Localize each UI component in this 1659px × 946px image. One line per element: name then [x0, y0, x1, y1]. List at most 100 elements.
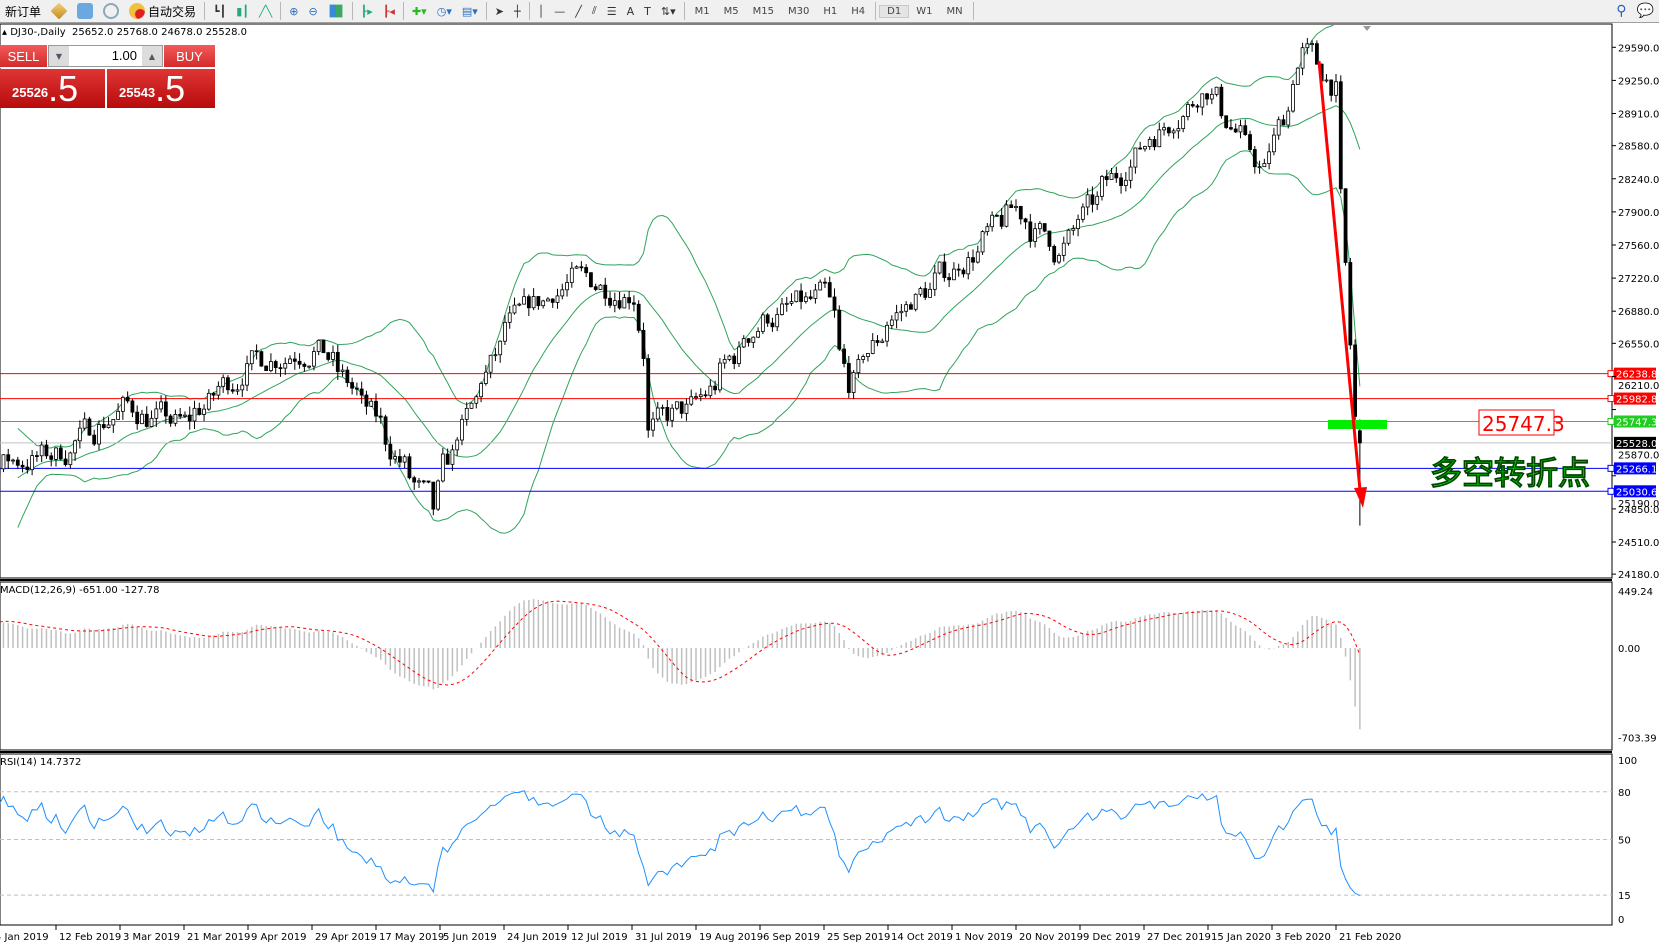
- candle: [211, 392, 216, 396]
- candle: [455, 439, 460, 451]
- candle: [1219, 86, 1224, 117]
- auto-trading-label: 自动交易: [148, 4, 197, 19]
- candle: [39, 444, 44, 457]
- buy-button[interactable]: BUY: [164, 45, 215, 68]
- text-icon[interactable]: A: [626, 4, 635, 18]
- candle: [269, 361, 273, 372]
- templates-icon[interactable]: ▤▾: [461, 4, 478, 18]
- candle: [765, 314, 770, 324]
- chart-area[interactable]: 26238.8 25982.8 25747.3 25528.0 25266.1 25030…: [0, 23, 1659, 946]
- candle: [952, 268, 956, 281]
- timeframe-mn[interactable]: MN: [946, 5, 963, 17]
- candle: [445, 453, 450, 465]
- candle: [87, 418, 92, 436]
- lot-increase-button[interactable]: ▲: [142, 46, 162, 66]
- level-handle: [1607, 418, 1615, 426]
- candle: [665, 406, 670, 421]
- candle: [627, 297, 632, 304]
- candle: [1042, 223, 1047, 232]
- timeframe-d1[interactable]: D1: [879, 4, 910, 18]
- horizontal-line-icon[interactable]: —: [554, 4, 566, 18]
- candle: [374, 400, 378, 417]
- candle: [15, 459, 20, 466]
- periods-icon[interactable]: ◷▾: [436, 4, 452, 18]
- candle: [928, 288, 932, 298]
- candle: [73, 440, 78, 454]
- candle: [971, 257, 975, 263]
- bar-chart-icon[interactable]: ┗┃: [213, 4, 227, 18]
- x-tick-label: 12 Jul 2019: [571, 932, 628, 943]
- candle: [1138, 147, 1143, 150]
- buy-price-main: 25543: [119, 85, 156, 100]
- equidistant-channel-icon[interactable]: ⫽: [591, 4, 597, 17]
- candlestick-icon[interactable]: ▮┃: [236, 4, 249, 18]
- candle: [97, 424, 101, 445]
- candle: [278, 367, 283, 370]
- buy-price-button[interactable]: 25543 .5: [107, 69, 215, 108]
- candle: [1295, 67, 1300, 85]
- trendline-icon[interactable]: ╱: [575, 4, 582, 18]
- fibonacci-icon[interactable]: ☰: [606, 4, 617, 18]
- candle: [541, 300, 546, 307]
- search-icon[interactable]: ⚲: [1616, 3, 1627, 19]
- timeframe-m1[interactable]: M1: [694, 5, 710, 17]
- candle: [598, 284, 603, 290]
- candle: [679, 401, 684, 414]
- lot-decrease-button[interactable]: ▼: [49, 46, 69, 66]
- price-callout-box: [1478, 409, 1555, 436]
- y-tick-label: 25870.0: [1618, 450, 1659, 461]
- candle: [784, 302, 789, 305]
- zoom-out-icon[interactable]: ⊖: [308, 4, 318, 18]
- x-tick-label: 5 Jun 2019: [443, 932, 497, 943]
- signals-icon[interactable]: [98, 1, 124, 21]
- candle: [283, 363, 288, 369]
- candle: [221, 377, 226, 387]
- arrows-icon[interactable]: ⇅▾: [660, 4, 676, 18]
- lot-size-value[interactable]: 1.00: [111, 48, 137, 63]
- zoom-in-icon[interactable]: ⊕: [289, 4, 299, 18]
- x-tick-label: 24 Jun 2019: [507, 932, 567, 943]
- candle: [1128, 166, 1133, 181]
- sell-price-button[interactable]: 25526 .5: [0, 69, 105, 108]
- x-tick-label: 15 Jan 2020: [1211, 932, 1271, 943]
- indicators-icon[interactable]: ✚▾: [411, 4, 427, 18]
- level-price-label: 25982.8: [1616, 395, 1657, 406]
- candle: [1076, 218, 1080, 229]
- candle: [202, 408, 206, 415]
- chart-shift-icon[interactable]: ┠◂: [382, 4, 395, 18]
- timeframe-m5[interactable]: M5: [723, 5, 739, 17]
- candle: [651, 418, 655, 431]
- text-label-icon[interactable]: T: [644, 4, 651, 18]
- timeframe-m30[interactable]: M30: [788, 5, 810, 17]
- candle: [904, 304, 909, 312]
- candle: [990, 214, 995, 228]
- candle: [1324, 79, 1329, 82]
- line-chart-icon[interactable]: ╱╲: [258, 4, 273, 18]
- crosshair-icon[interactable]: ┼: [513, 4, 521, 18]
- cursor-icon[interactable]: ➤: [494, 4, 504, 18]
- candle: [1267, 151, 1272, 164]
- navigator-icon[interactable]: [72, 1, 98, 21]
- rsi-y-label: 80: [1618, 788, 1631, 799]
- new-order-button[interactable]: 新订单: [5, 4, 42, 19]
- candle: [546, 298, 550, 302]
- timeframe-h4[interactable]: H4: [851, 5, 866, 17]
- sell-button[interactable]: SELL: [0, 45, 47, 68]
- tile-windows-icon[interactable]: [323, 1, 349, 21]
- lot-size-input[interactable]: ▼ 1.00 ▲: [48, 45, 163, 67]
- timeframe-h1[interactable]: H1: [823, 5, 838, 17]
- auto-scroll-icon[interactable]: ┠▸: [360, 4, 373, 18]
- level-price-tag: [1614, 415, 1656, 428]
- candle: [842, 348, 846, 364]
- chat-icon[interactable]: 💬: [1636, 3, 1654, 19]
- y-tick-label: 29590.0: [1618, 43, 1659, 54]
- auto-trading-button[interactable]: 自动交易: [124, 1, 201, 21]
- bollinger-middle: [17, 105, 1361, 479]
- vertical-line-icon[interactable]: │: [537, 4, 545, 18]
- candle: [130, 400, 135, 413]
- timeframe-m15[interactable]: M15: [752, 5, 775, 17]
- x-tick-label: 19 Aug 2019: [699, 932, 763, 943]
- market-watch-icon[interactable]: [46, 1, 72, 21]
- x-tick-label: 25 Sep 2019: [827, 932, 890, 943]
- timeframe-w1[interactable]: W1: [916, 5, 933, 17]
